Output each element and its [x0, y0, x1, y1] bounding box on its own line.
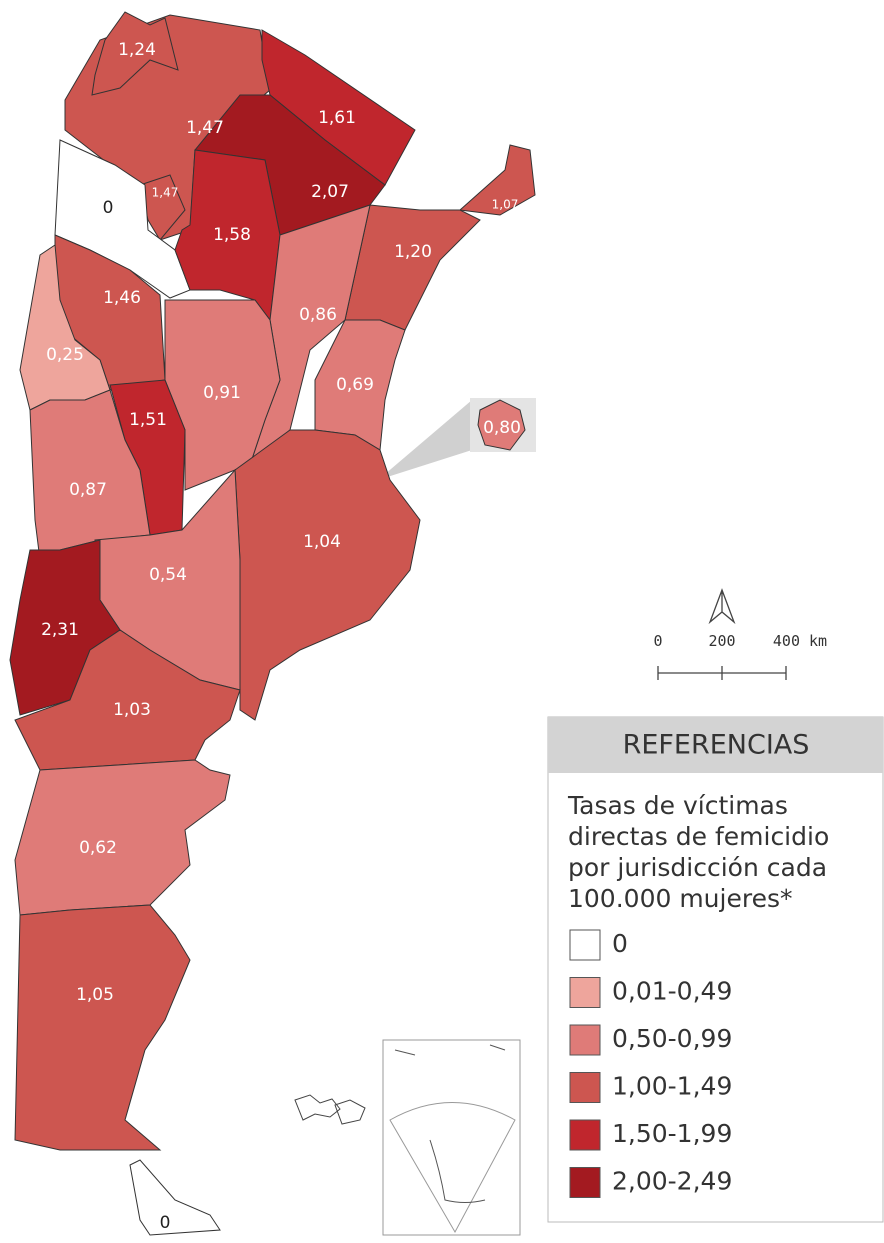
- legend-swatch: [569, 1072, 601, 1103]
- legend-swatch: [569, 1119, 601, 1151]
- province-label: 0,69: [336, 375, 374, 395]
- province-label: 1,03: [113, 700, 151, 720]
- inset-callout: [378, 400, 472, 480]
- province-label: 1,58: [213, 225, 251, 245]
- province-label: 2,07: [311, 182, 349, 202]
- province-label: 0,87: [69, 480, 107, 500]
- province: [234, 429, 421, 721]
- province-label: 1,05: [76, 985, 114, 1005]
- province-label: 1,46: [103, 288, 141, 308]
- province: [14, 904, 191, 1151]
- legend-label: 0: [612, 929, 628, 958]
- legend-title: REFERENCIAS: [623, 730, 810, 761]
- malvinas: [294, 1094, 366, 1125]
- province-label: 1,47: [152, 186, 179, 200]
- province-label: 0,86: [299, 305, 337, 325]
- scale-label: 400 km: [773, 632, 827, 650]
- province-label: 1,47: [186, 118, 224, 138]
- province-label: 0,62: [79, 838, 117, 858]
- legend-label: 0,01-0,49: [612, 977, 732, 1006]
- province-label: 2,31: [41, 620, 79, 640]
- legend-label: 2,00-2,49: [612, 1167, 732, 1196]
- province-label: 0: [160, 1213, 171, 1233]
- province-label: 0,54: [149, 565, 187, 585]
- province: [14, 759, 231, 916]
- legend-subtitle: directas de femicidio: [568, 822, 829, 851]
- province-label: 0,80: [483, 418, 521, 438]
- legend-label: 0,50-0,99: [612, 1024, 732, 1053]
- province-label: 1,61: [318, 108, 356, 128]
- legend-subtitle: 100.000 mujeres*: [568, 884, 793, 913]
- province-label: 0: [103, 198, 114, 218]
- province-label: 1,24: [118, 40, 156, 60]
- legend-swatch: [569, 1167, 601, 1198]
- province: [477, 399, 526, 451]
- province-label: 1,51: [129, 410, 167, 430]
- legend-swatch: [569, 977, 601, 1008]
- province-label: 1,04: [303, 532, 341, 552]
- legend-label: 1,50-1,99: [612, 1119, 732, 1148]
- province: [458, 144, 536, 216]
- legend-swatch: [569, 1024, 601, 1056]
- legend-header: [548, 717, 883, 773]
- province-label: 1,07: [492, 198, 519, 212]
- scale-label: 0: [653, 632, 662, 650]
- legend-subtitle: Tasas de víctimas: [567, 791, 788, 820]
- province-label: 0,91: [203, 383, 241, 403]
- province: [129, 1159, 221, 1236]
- legend-box: [547, 716, 884, 1223]
- province-label: 0,25: [46, 345, 84, 365]
- antarctica-inset: [382, 1039, 521, 1236]
- province-label: 1,20: [394, 242, 432, 262]
- north-arrow: [708, 588, 736, 625]
- legend-label: 1,00-1,49: [612, 1072, 732, 1101]
- legend-subtitle: por jurisdicción cada: [568, 853, 827, 882]
- province: [174, 149, 281, 322]
- scale-bar: [657, 666, 787, 680]
- province: [14, 629, 241, 771]
- scale-label: 200: [708, 632, 735, 650]
- province: [91, 11, 179, 96]
- legend-swatch: [569, 929, 601, 961]
